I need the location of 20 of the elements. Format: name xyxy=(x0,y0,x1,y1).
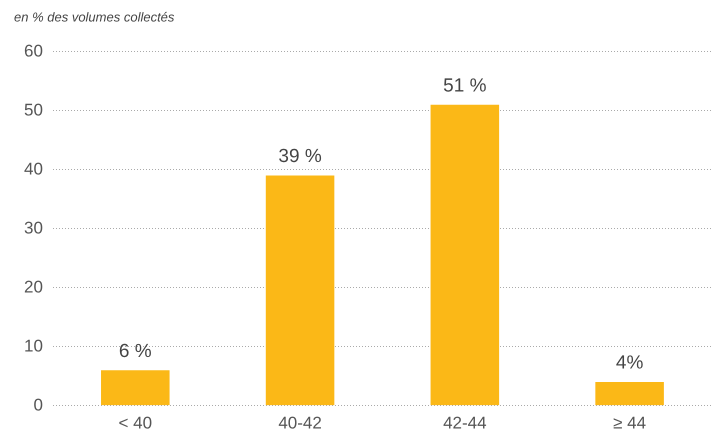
y-tick-label: 0 xyxy=(33,395,43,414)
bar xyxy=(595,382,664,406)
x-tick-label: 42-44 xyxy=(443,413,487,432)
y-tick-label: 50 xyxy=(24,100,43,120)
data-label: 51 % xyxy=(443,75,487,96)
bar xyxy=(430,104,500,406)
y-axis-title: en % des volumes collectés xyxy=(14,9,175,24)
y-tick-label: 30 xyxy=(24,218,43,238)
data-label: 6 % xyxy=(118,340,152,362)
y-tick-label: 40 xyxy=(24,159,43,178)
bar xyxy=(101,370,170,406)
data-label: 39 % xyxy=(278,146,322,168)
x-tick-label: 40-42 xyxy=(278,413,322,432)
y-tick-label: 20 xyxy=(24,277,43,296)
x-tick-label: ≥ 44 xyxy=(613,413,646,432)
y-tick-label: 60 xyxy=(24,41,43,60)
bar xyxy=(266,176,334,406)
x-tick-label: < 40 xyxy=(118,413,152,432)
y-tick-label: 10 xyxy=(24,336,43,356)
data-label: 4% xyxy=(616,352,644,374)
